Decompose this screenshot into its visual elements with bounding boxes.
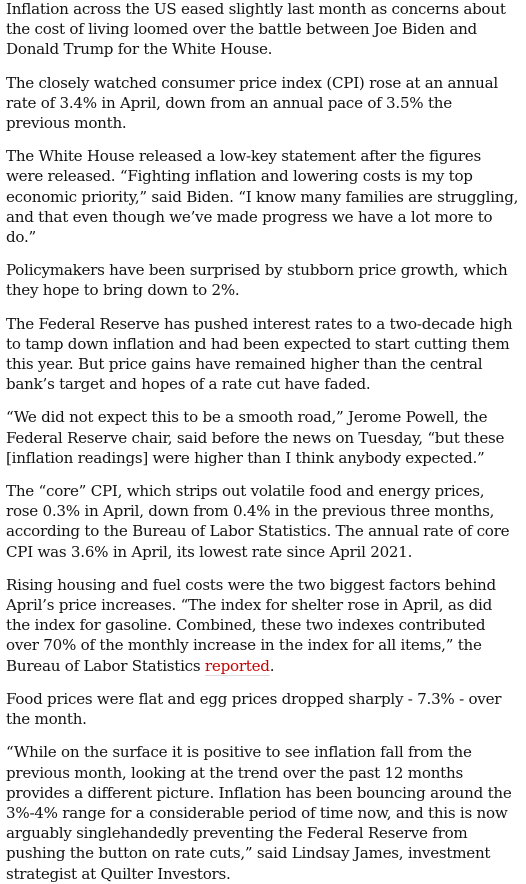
paragraph-8: Rising housing and fuel costs were the t… xyxy=(6,575,520,676)
paragraph-text-tail: . xyxy=(269,656,275,675)
paragraph-4: Policymakers have been surprised by stub… xyxy=(6,260,520,300)
paragraph-text: Rising housing and fuel costs were the t… xyxy=(6,575,496,675)
paragraph-text: “We did not expect this to be a smooth r… xyxy=(6,408,505,467)
paragraph-6: “We did not expect this to be a smooth r… xyxy=(6,407,520,468)
paragraph-7: The “core” CPI, which strips out volatil… xyxy=(6,481,520,562)
paragraph-text: Food prices were flat and egg prices dro… xyxy=(6,689,502,729)
paragraph-9: Food prices were flat and egg prices dro… xyxy=(6,689,520,729)
reported-link[interactable]: reported xyxy=(204,656,270,676)
paragraph-text: The Federal Reserve has pushed interest … xyxy=(6,314,513,394)
paragraph-3: The White House released a low-key state… xyxy=(6,146,520,247)
paragraph-2: The closely watched consumer price index… xyxy=(6,73,520,134)
paragraph-text: “While on the surface it is positive to … xyxy=(6,743,512,883)
paragraph-text: Inflation across the US eased slightly l… xyxy=(6,0,506,59)
paragraph-1: Inflation across the US eased slightly l… xyxy=(6,0,520,60)
paragraph-10: “While on the surface it is positive to … xyxy=(6,742,520,883)
paragraph-text: Policymakers have been surprised by stub… xyxy=(6,261,508,300)
paragraph-5: The Federal Reserve has pushed interest … xyxy=(6,314,520,395)
paragraph-text: The “core” CPI, which strips out volatil… xyxy=(6,482,510,561)
paragraph-text: The closely watched consumer price index… xyxy=(6,73,498,133)
paragraph-text: The White House released a low-key state… xyxy=(6,147,519,247)
